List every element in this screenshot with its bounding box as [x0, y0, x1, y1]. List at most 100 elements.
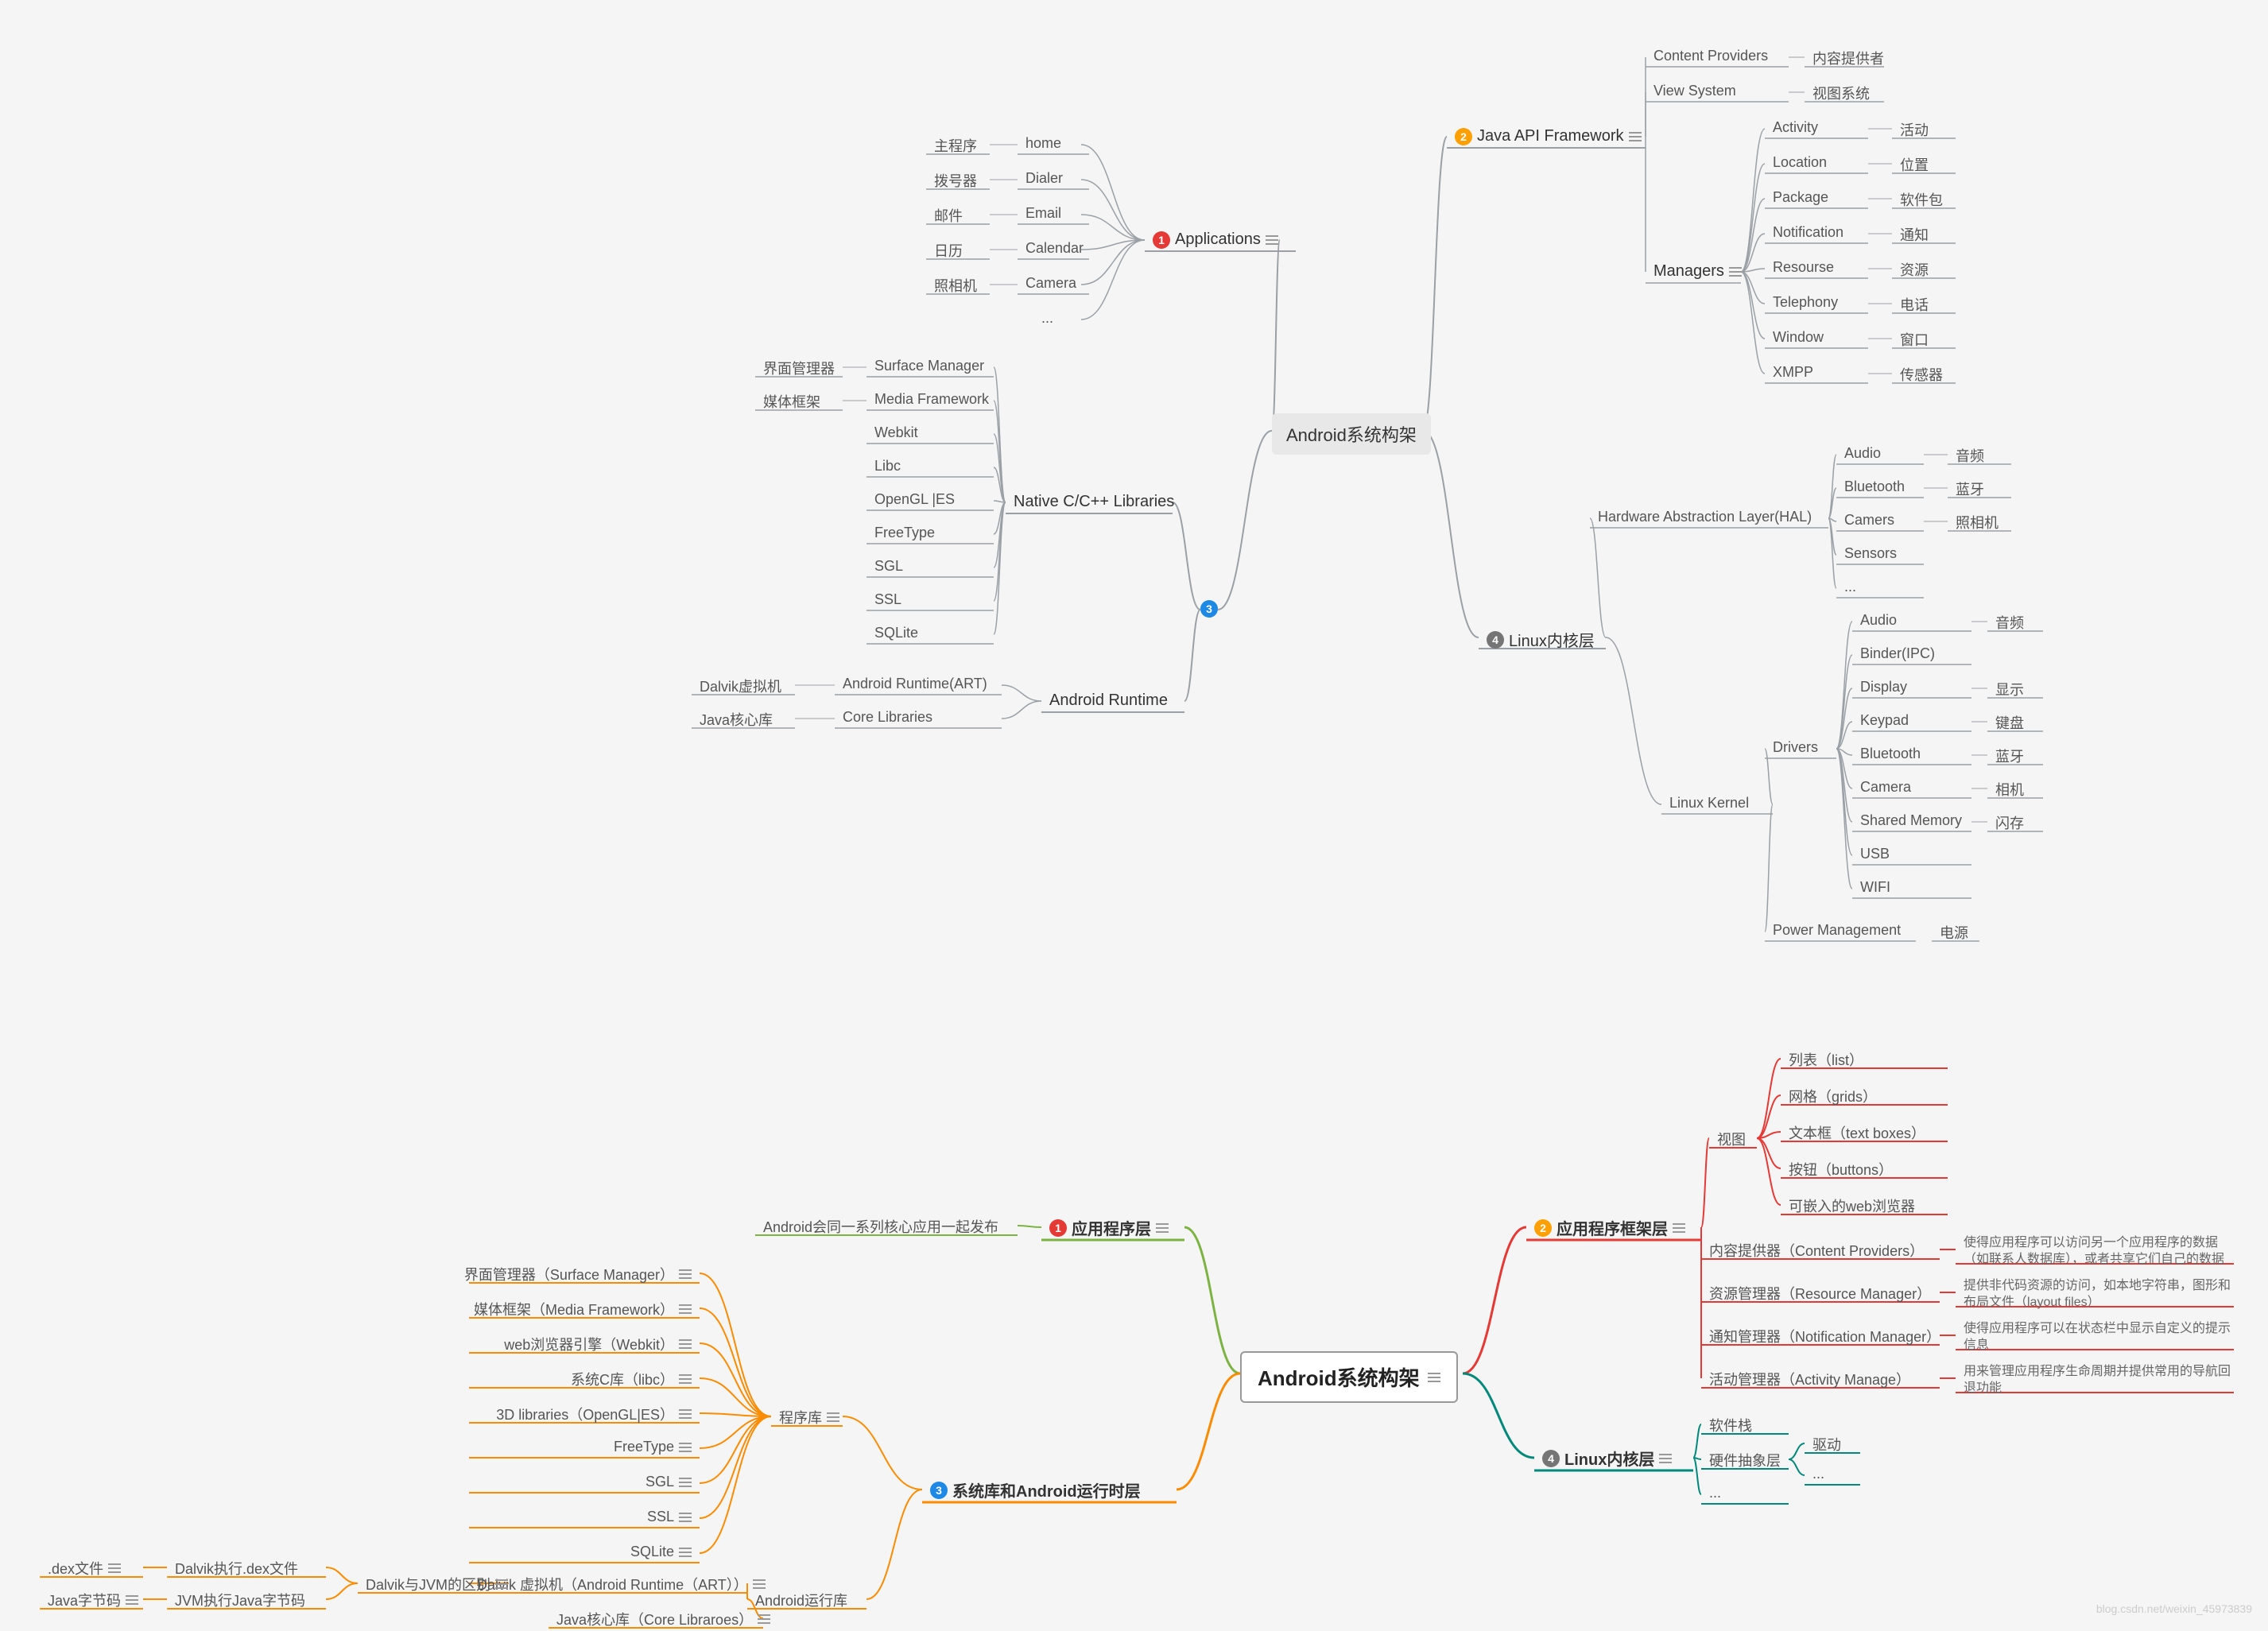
mg-cn: 资源	[1900, 259, 1929, 280]
mg-cn: 窗口	[1900, 329, 1929, 350]
lib-item: SSL	[647, 1509, 692, 1525]
mg-en: Resourse	[1773, 259, 1834, 276]
dr-en: Camera	[1860, 779, 1911, 796]
hal-en: Camers	[1844, 512, 1894, 529]
ja-direct-cn: 内容提供者	[1812, 48, 1884, 68]
rt-cn: Dalvik虚拟机	[700, 676, 781, 696]
dr-en: Shared Memory	[1860, 812, 1962, 829]
lib-item: 界面管理器（Surface Manager）	[464, 1264, 692, 1284]
menu-icon	[758, 1614, 770, 1624]
mg-en: Window	[1773, 329, 1824, 346]
rt-cn: Java核心库	[700, 709, 773, 730]
map1-root: Android系统构架	[1272, 413, 1431, 455]
b2-desc: 使得应用程序可以访问另一个应用程序的数据（如联系人数据库），或者共享它们自己的数…	[1964, 1235, 2234, 1269]
view-item: 可嵌入的web浏览器	[1789, 1195, 1915, 1216]
mg-cn: 传感器	[1900, 364, 1943, 385]
menu-icon	[126, 1595, 138, 1605]
watermark: blog.csdn.net/weixin_45973839	[2096, 1602, 2252, 1615]
dr-en: Display	[1860, 679, 1907, 695]
b4-child: 硬件抽象层	[1709, 1450, 1781, 1470]
menu-icon	[495, 1579, 508, 1589]
app-en: Email	[1025, 205, 1061, 222]
dr-cn: 闪存	[1995, 812, 2024, 833]
app-en: home	[1025, 135, 1061, 152]
branch1-note: Android会同一系列核心应用一起发布	[763, 1216, 998, 1237]
menu-icon	[679, 1269, 692, 1279]
diff-b: JVM执行Java字节码	[175, 1590, 305, 1610]
branch2: 2 应用程序框架层	[1534, 1216, 1685, 1239]
b2-desc: 使得应用程序可以在状态栏中显示自定义的提示信息	[1964, 1321, 2234, 1354]
dalvik: Dalvik 虚拟机（Android Runtime（ART））	[477, 1574, 766, 1594]
app-cn: 拨号器	[934, 170, 977, 191]
app-cn: 日历	[934, 240, 963, 261]
b4-sub: ...	[1812, 1466, 1824, 1482]
diff-a: Java字节码	[48, 1590, 138, 1610]
power-mgmt: Power Management	[1773, 922, 1901, 939]
lib-item: web浏览器引擎（Webkit）	[504, 1334, 692, 1354]
app-cn: 邮件	[934, 205, 963, 226]
map2-root: Android系统构架	[1240, 1351, 1458, 1403]
mg-en: Activity	[1773, 119, 1818, 136]
menu-icon	[1428, 1373, 1440, 1382]
nat-en: Libc	[874, 458, 901, 475]
dr-cn: 显示	[1995, 679, 2024, 699]
nat-cn: 界面管理器	[763, 358, 835, 378]
menu-icon	[679, 1513, 692, 1522]
drivers: Drivers	[1773, 739, 1818, 756]
hal-cn: 照相机	[1956, 512, 1999, 533]
diff-b: Dalvik执行.dex文件	[175, 1558, 298, 1579]
menu-icon	[679, 1304, 692, 1314]
hal-en: ...	[1844, 579, 1856, 595]
lib-item: SGL	[646, 1474, 692, 1490]
dr-en: Audio	[1860, 612, 1897, 629]
mg-en: XMPP	[1773, 364, 1813, 381]
menu-icon	[1659, 1454, 1672, 1463]
linux-layer: 4 Linux内核层	[1487, 628, 1595, 651]
ja-direct-en: View System	[1654, 83, 1736, 99]
app-en: Calendar	[1025, 240, 1084, 257]
dr-cn: 键盘	[1995, 712, 2024, 733]
hal: Hardware Abstraction Layer(HAL)	[1598, 509, 1812, 525]
menu-icon	[679, 1374, 692, 1384]
b4-sub: 驱动	[1812, 1434, 1841, 1455]
native-libs: Native C/C++ Libraries	[1014, 493, 1174, 511]
dr-en: WIFI	[1860, 879, 1890, 896]
menu-icon	[108, 1563, 121, 1573]
lib-item: 3D libraries（OpenGL|ES）	[496, 1404, 692, 1424]
b4-child: ...	[1709, 1485, 1721, 1501]
nat-en: SQLite	[874, 625, 918, 641]
menu-icon	[679, 1478, 692, 1487]
nat-en: FreeType	[874, 525, 935, 541]
b2-desc: 用来管理应用程序生命周期并提供常用的导航回退功能	[1964, 1364, 2234, 1397]
nat-en: Media Framework	[874, 391, 989, 408]
dr-cn: 音频	[1995, 612, 2024, 633]
lib-item: 媒体框架（Media Framework）	[474, 1299, 692, 1319]
hal-cn: 蓝牙	[1956, 478, 1984, 499]
rt-en: Core Libraries	[843, 709, 932, 726]
mg-cn: 软件包	[1900, 189, 1943, 210]
b2-desc: 提供非代码资源的访问，如本地字符串，图形和布局文件（layout files）	[1964, 1278, 2234, 1311]
dr-cn: 相机	[1995, 779, 2024, 800]
menu-icon	[679, 1409, 692, 1419]
nat-en: SSL	[874, 591, 901, 608]
b2-item: 内容提供器（Content Providers）	[1709, 1240, 1924, 1261]
branch4: 4 Linux内核层	[1542, 1447, 1672, 1470]
applications: 1 Applications	[1153, 231, 1278, 249]
managers: Managers	[1654, 262, 1742, 281]
mg-en: Package	[1773, 189, 1828, 206]
app-more: ...	[1041, 310, 1053, 327]
runtime2: Android运行库	[755, 1590, 847, 1610]
power-cn: 电源	[1940, 922, 1968, 943]
b2-item: 资源管理器（Resource Manager）	[1709, 1283, 1931, 1304]
hal-en: Bluetooth	[1844, 478, 1905, 495]
dr-en: USB	[1860, 846, 1890, 862]
hal-en: Audio	[1844, 445, 1881, 462]
nat-cn: 媒体框架	[763, 391, 820, 412]
view-item: 文本框（text boxes）	[1789, 1122, 1925, 1143]
ja-direct-en: Content Providers	[1654, 48, 1768, 64]
mg-en: Location	[1773, 154, 1827, 171]
dr-cn: 蓝牙	[1995, 746, 2024, 766]
mg-cn: 位置	[1900, 154, 1929, 175]
menu-icon	[679, 1339, 692, 1349]
ja-direct-cn: 视图系统	[1812, 83, 1870, 103]
